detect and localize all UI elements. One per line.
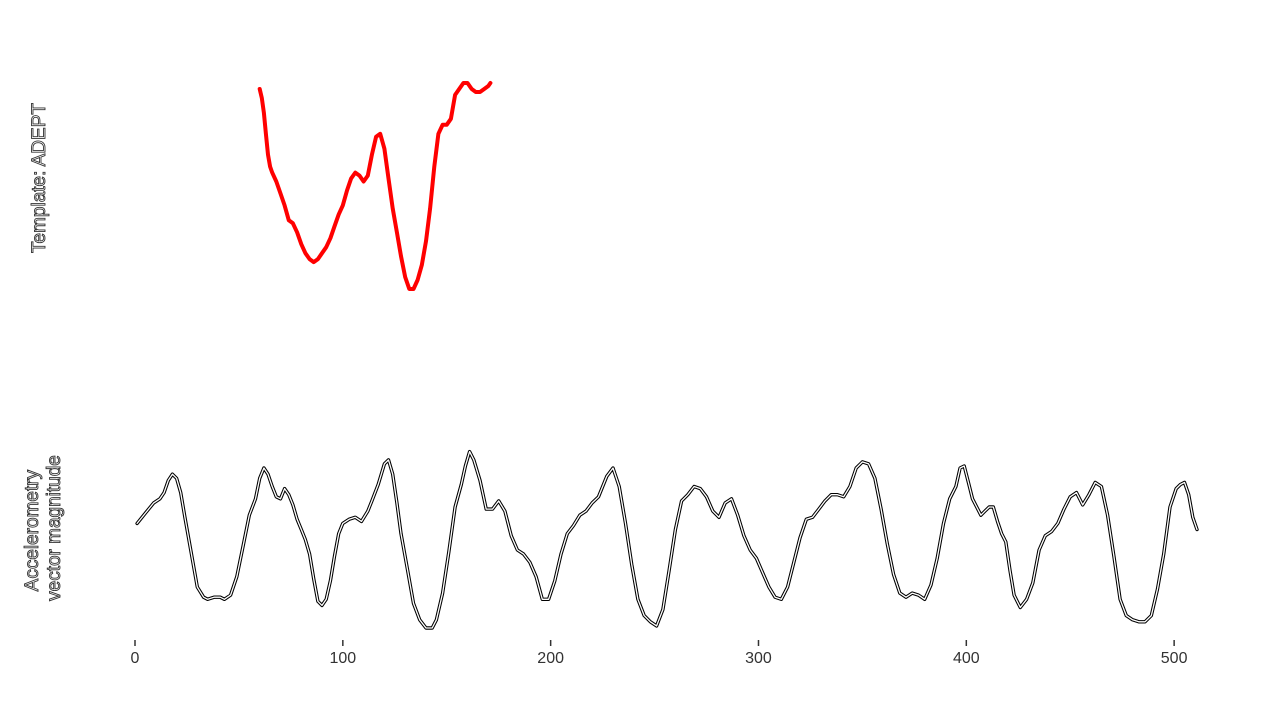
- accelerometry-y-axis-label: Accelerometry vector magnitude: [22, 455, 65, 601]
- template-y-axis-label: Template: ADEPT: [29, 103, 50, 253]
- x-tick-label-300: 300: [745, 650, 772, 667]
- accelerometry-y-axis-label-line-1: Accelerometry: [22, 469, 43, 591]
- x-tick-label-0: 0: [131, 650, 140, 667]
- accelerometry-y-axis-label-line-2: vector magnitude: [44, 455, 65, 601]
- x-tick-label-100: 100: [329, 650, 356, 667]
- accelerometry-panel: Accelerometry vector magnitude: [22, 449, 1199, 630]
- template-panel: Template: ADEPT: [29, 81, 493, 291]
- x-tick-label-200: 200: [537, 650, 564, 667]
- template-series-line: [257, 81, 493, 291]
- accelerometry-series-line: [135, 449, 1199, 630]
- x-tick-label-400: 400: [953, 650, 980, 667]
- x-axis: 0 100 200 300 400 500: [131, 640, 1188, 667]
- x-tick-label-500: 500: [1161, 650, 1188, 667]
- accelerometry-series-line-highlight: [136, 450, 1198, 629]
